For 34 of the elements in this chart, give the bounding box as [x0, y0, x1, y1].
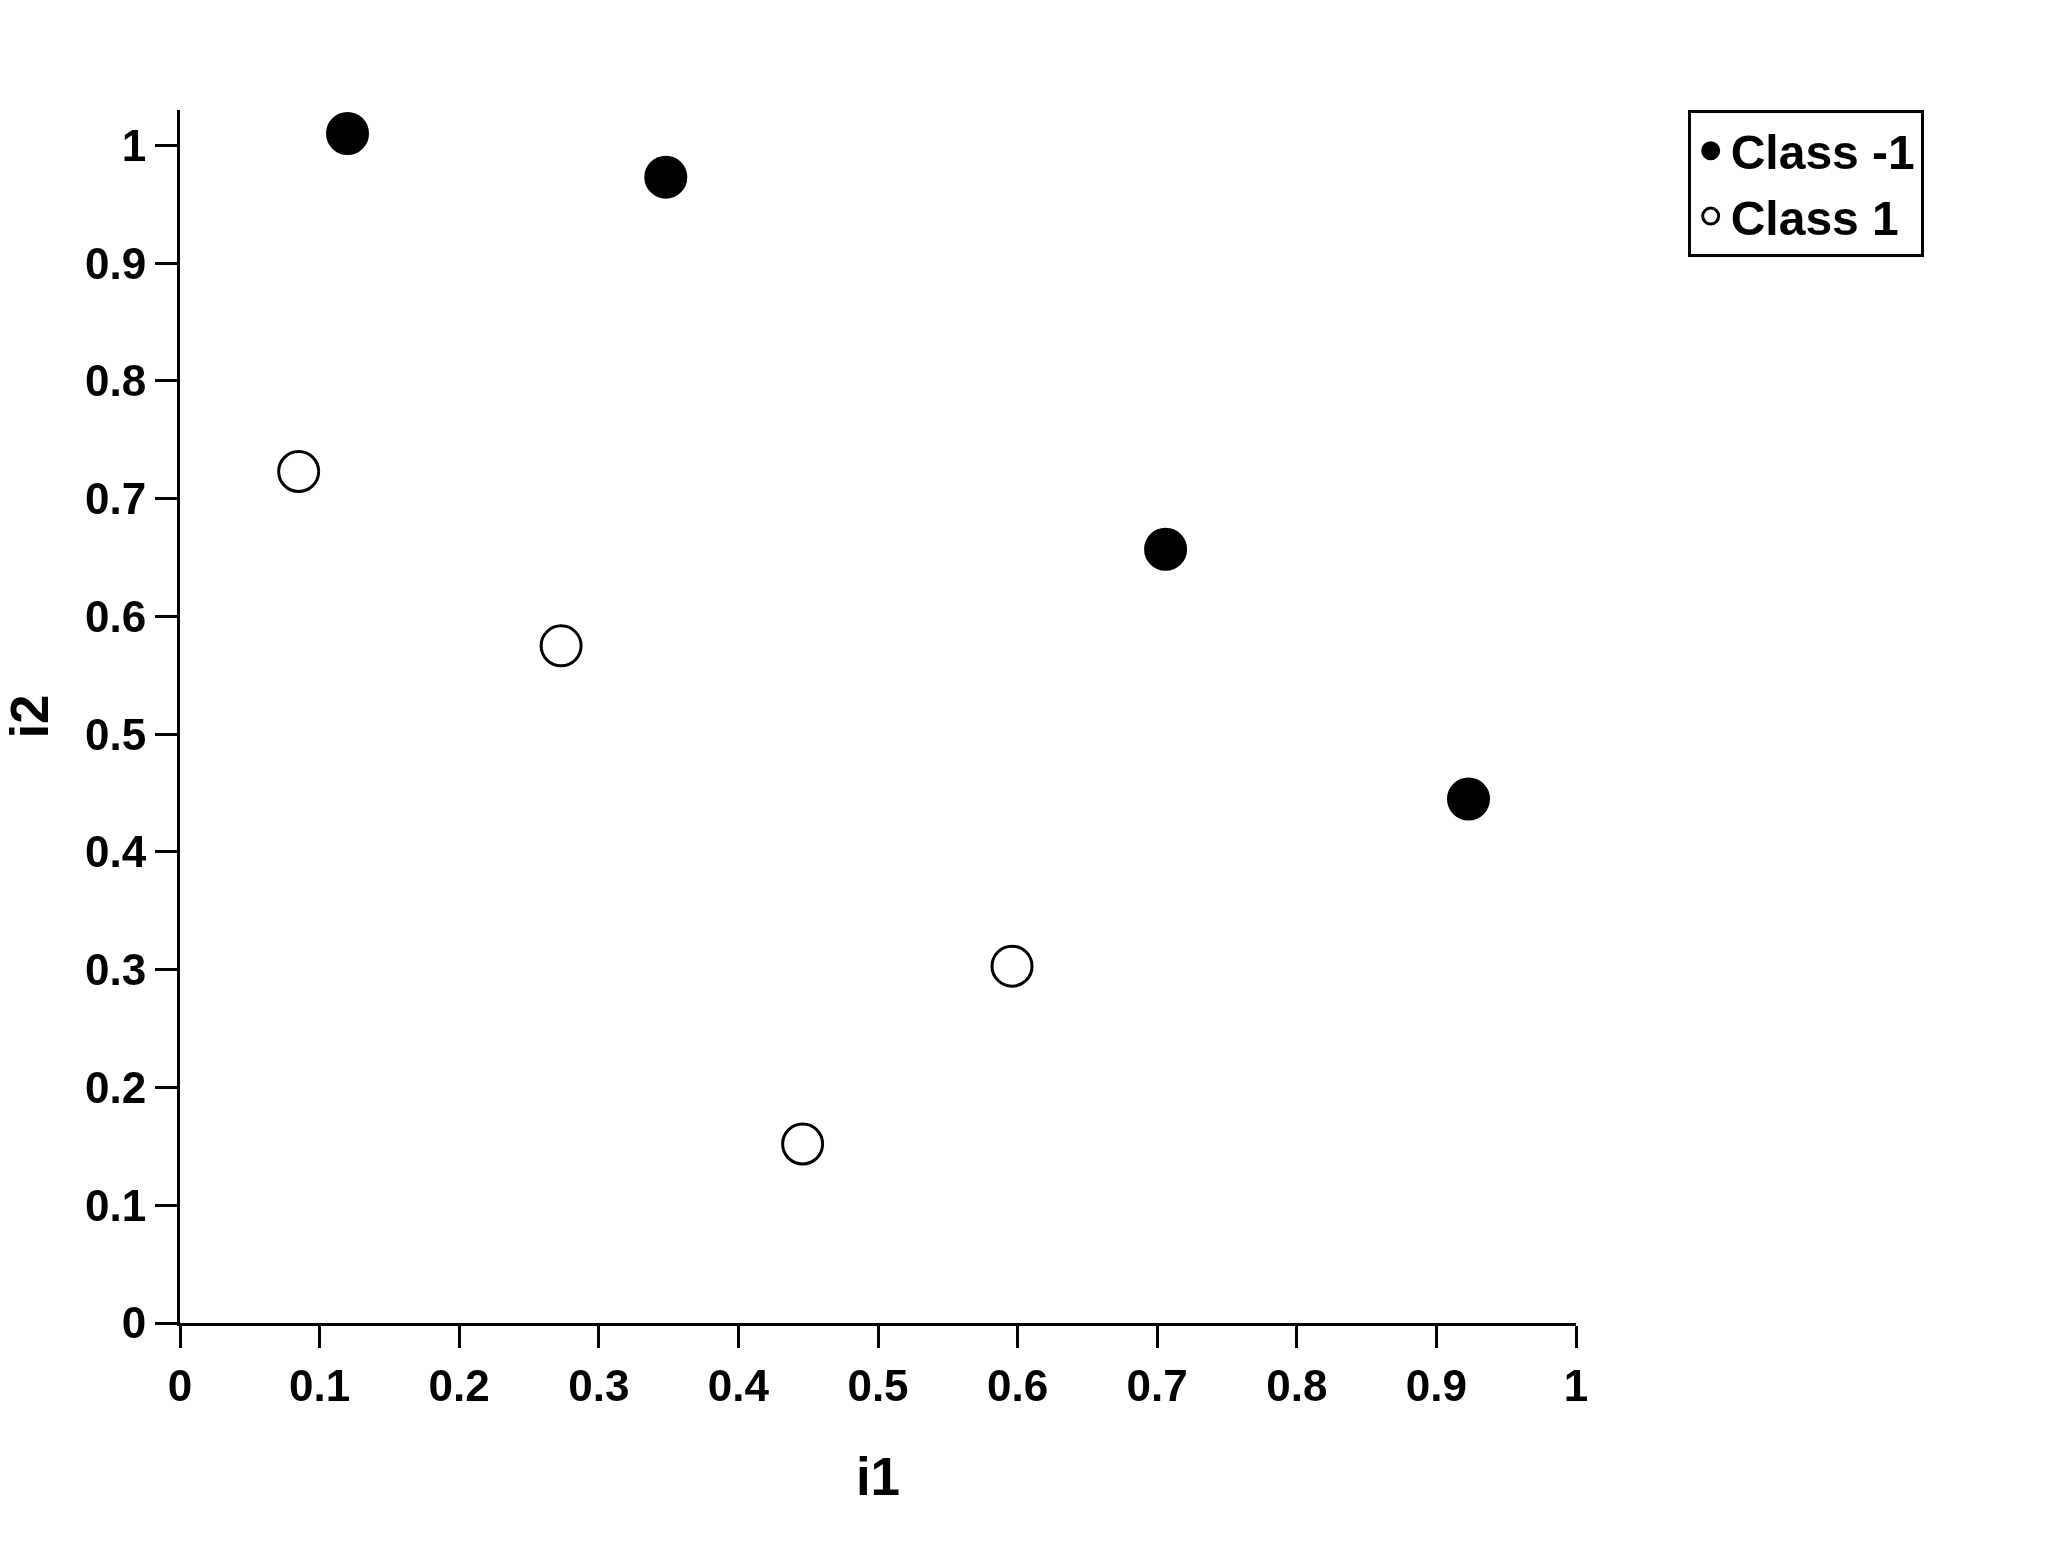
- y-tick-label: 0.9: [85, 238, 147, 288]
- x-tick-label: 0.9: [1405, 1360, 1467, 1410]
- x-tick-label: 0.8: [1266, 1360, 1328, 1410]
- x-tick-label: 0.7: [1126, 1360, 1188, 1410]
- point: [990, 944, 1034, 988]
- y-tick-label: 0: [121, 1298, 147, 1348]
- y-axis-title: i2: [0, 694, 59, 739]
- y-tick-label: 0.3: [85, 945, 147, 995]
- legend-label: Class -1: [1730, 126, 1915, 180]
- y-tick-label: 0.1: [85, 1180, 147, 1230]
- x-tick-label: 0: [167, 1360, 193, 1410]
- x-tick-label: 0.5: [847, 1360, 909, 1410]
- x-tick-label: 0.6: [987, 1360, 1049, 1410]
- legend-label: Class 1: [1730, 191, 1899, 245]
- x-tick-label: 0.4: [707, 1360, 770, 1410]
- point: [326, 112, 370, 156]
- x-axis-title: i1: [855, 1447, 901, 1507]
- x-tick-label: 1: [1563, 1360, 1589, 1410]
- point: [781, 1122, 825, 1166]
- y-tick-label: 1: [121, 120, 147, 170]
- point: [277, 450, 321, 494]
- y-tick-label: 0.5: [85, 709, 147, 759]
- y-tick-label: 0.6: [85, 591, 147, 641]
- point: [644, 155, 688, 199]
- point: [1144, 527, 1188, 571]
- x-tick-label: 0.3: [568, 1360, 630, 1410]
- y-tick-label: 0.4: [85, 827, 147, 877]
- y-tick-label: 0.8: [85, 356, 147, 406]
- y-tick-label: 0.2: [85, 1062, 147, 1112]
- point: [539, 624, 583, 668]
- point: [1447, 777, 1491, 821]
- y-tick-label: 0.7: [85, 474, 147, 524]
- x-tick-label: 0.2: [428, 1360, 490, 1410]
- x-tick-label: 0.1: [289, 1360, 351, 1410]
